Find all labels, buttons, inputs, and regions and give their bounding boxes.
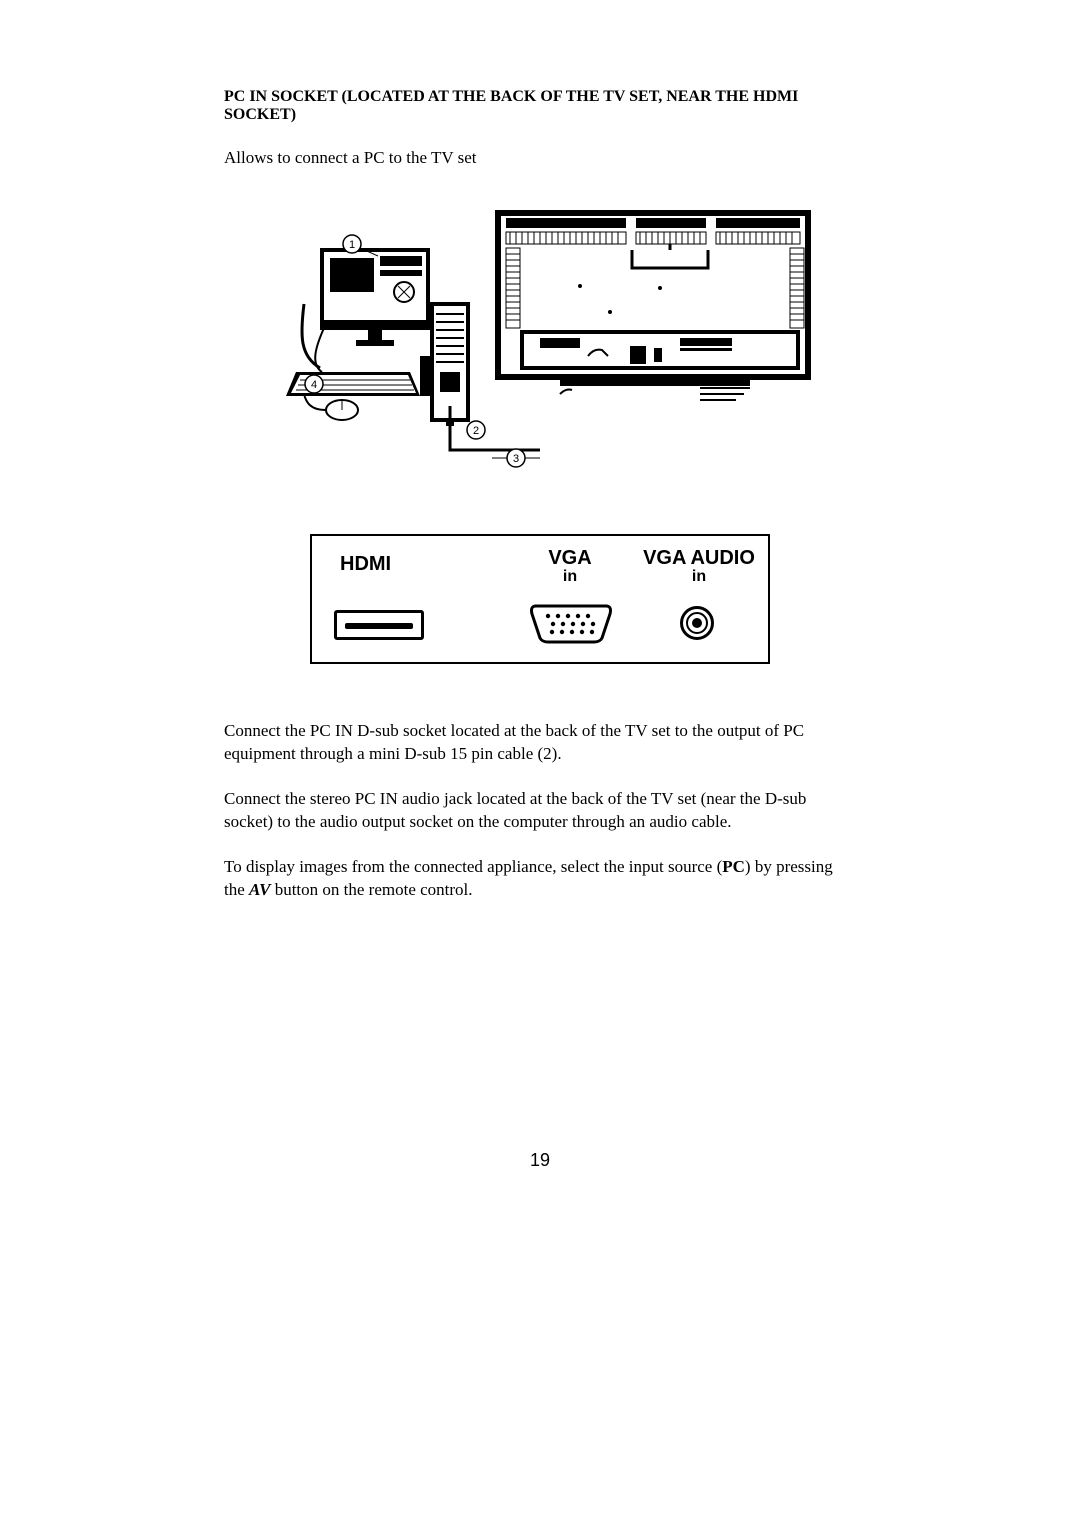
p3-a: To display images from the connected app… (224, 857, 722, 876)
section-heading: PC IN SOCKET (LOCATED AT THE BACK OF THE… (224, 88, 856, 124)
callout-1: 1 (349, 239, 355, 251)
section-subhead: Allows to connect a PC to the TV set (224, 148, 856, 168)
p3-pc: PC (722, 857, 745, 876)
body-text: Connect the PC IN D-sub socket located a… (224, 720, 856, 902)
callout-4: 4 (311, 379, 317, 391)
paragraph-1: Connect the PC IN D-sub socket located a… (224, 720, 856, 766)
hdmi-label: HDMI (340, 554, 391, 575)
paragraph-3: To display images from the connected app… (224, 856, 856, 902)
ports-panel: HDMI VGA in VGA AUDIO in (310, 534, 770, 664)
vga-audio-label-text: VGA AUDIO (643, 547, 755, 569)
vga-label-sub: in (540, 569, 600, 586)
callout-3: 3 (513, 453, 519, 465)
vga-port-icon (528, 602, 614, 646)
paragraph-2: Connect the stereo PC IN audio jack loca… (224, 788, 856, 834)
p3-c: button on the remote control. (270, 880, 472, 899)
vga-label-text: VGA (548, 547, 591, 569)
p3-av: AV (249, 880, 270, 899)
hdmi-port-icon (334, 610, 424, 640)
callout-2: 2 (473, 425, 479, 437)
vga-label: VGA in (540, 548, 600, 586)
vga-audio-label: VGA AUDIO in (634, 548, 764, 586)
page-number: 19 (0, 1150, 1080, 1171)
connection-diagram: 1 2 3 4 (260, 196, 820, 486)
audio-jack-icon (680, 606, 714, 640)
vga-audio-label-sub: in (634, 569, 764, 586)
